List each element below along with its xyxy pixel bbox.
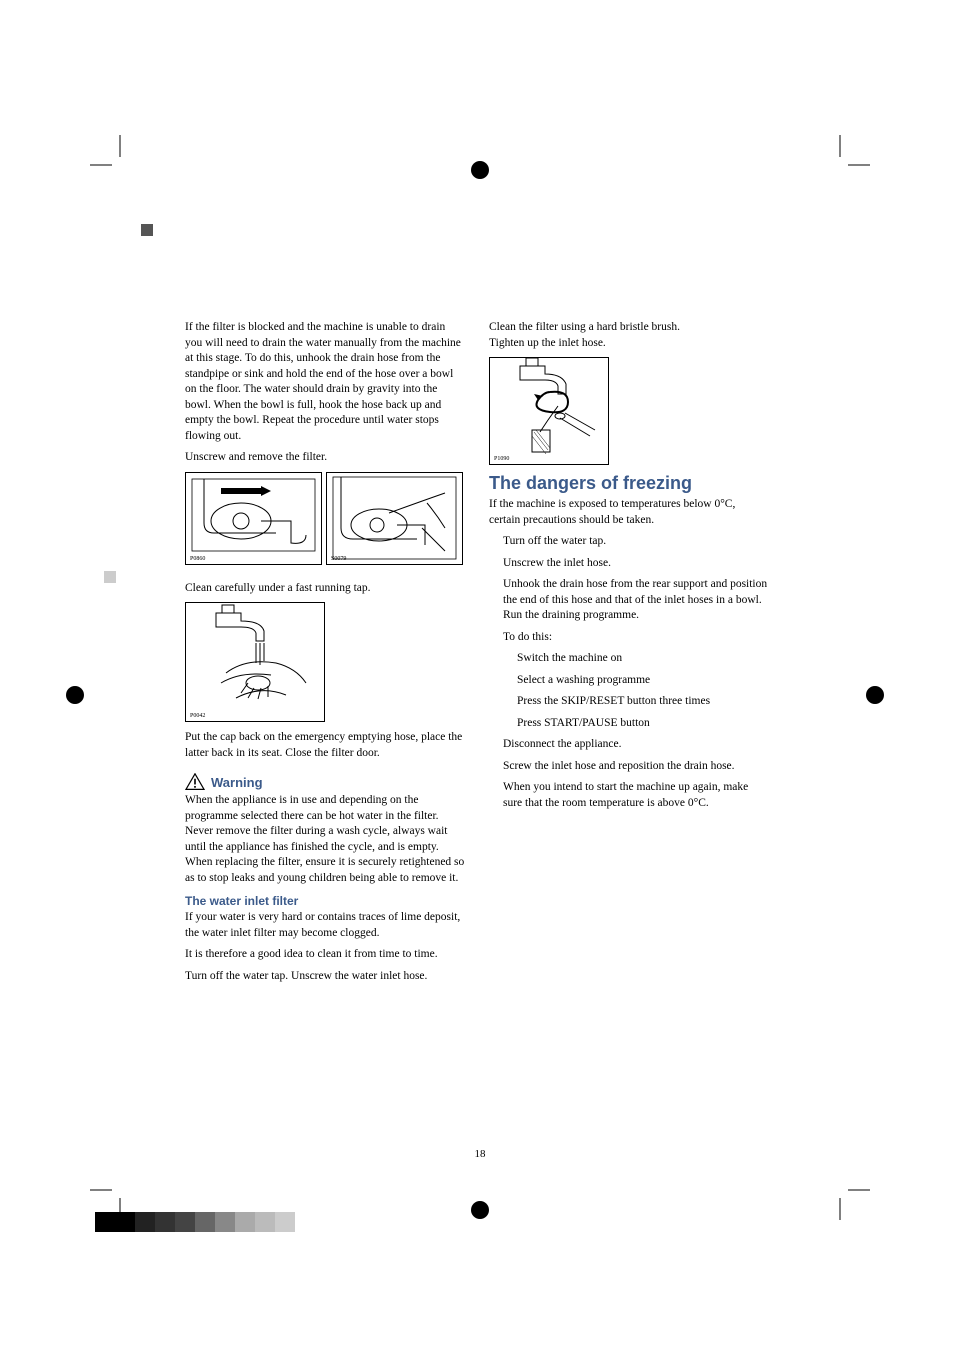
freezing-substep-2: Select a washing programme: [489, 673, 769, 689]
page-content: If the filter is blocked and the machine…: [185, 320, 775, 1150]
crop-mark-tr: [830, 135, 870, 175]
registration-mark-top: [460, 155, 500, 185]
registration-mark-right: [860, 675, 890, 715]
freezing-step-1: Turn off the water tap.: [489, 534, 769, 550]
figure-drain-filter-1: P0860: [185, 472, 322, 565]
freezing-step-4: To do this:: [489, 630, 769, 646]
put-cap-back-text: Put the cap back on the emergency emptyi…: [185, 730, 465, 761]
color-control-bar: [95, 1212, 295, 1232]
clean-filter-brush: Clean the filter using a hard bristle br…: [489, 320, 769, 336]
clean-tap-text: Clean carefully under a fast running tap…: [185, 581, 465, 597]
crop-mark-tl: [90, 135, 130, 175]
registration-mark-left: [60, 675, 90, 715]
inlet-p3: Turn off the water tap. Unscrew the wate…: [185, 969, 465, 985]
freezing-step-5: Disconnect the appliance.: [489, 737, 769, 753]
figure-row-1: P0860 S0079: [185, 472, 465, 573]
water-inlet-title: The water inlet filter: [185, 894, 465, 908]
figure-label-4: P1090: [494, 456, 509, 462]
crop-mark-br: [830, 1180, 870, 1220]
inlet-p2: It is therefore a good idea to clean it …: [185, 947, 465, 963]
right-column: Clean the filter using a hard bristle br…: [489, 320, 769, 990]
warning-triangle-icon: [185, 773, 205, 791]
corner-square-tl: [141, 224, 153, 236]
freezing-section-title: The dangers of freezing: [489, 473, 769, 494]
freezing-substep-1: Switch the machine on: [489, 651, 769, 667]
figure-clean-tap: P0042: [185, 602, 325, 722]
figure-label-2: S0079: [331, 556, 346, 562]
filter-blocked-paragraph: If the filter is blocked and the machine…: [185, 320, 465, 444]
freezing-step-7: When you intend to start the machine up …: [489, 780, 769, 811]
figure-label-3: P0042: [190, 713, 205, 719]
freezing-substep-3: Press the SKIP/RESET button three times: [489, 694, 769, 710]
freezing-step-2: Unscrew the inlet hose.: [489, 556, 769, 572]
tighten-hose: Tighten up the inlet hose.: [489, 336, 769, 352]
page-number: 18: [185, 1148, 775, 1160]
freezing-step-6: Screw the inlet hose and reposition the …: [489, 759, 769, 775]
freezing-substep-4: Press START/PAUSE button: [489, 716, 769, 732]
warning-label: Warning: [211, 775, 263, 790]
figure-inlet-filter: P1090: [489, 357, 609, 465]
figure-drain-filter-2: S0079: [326, 472, 463, 565]
freezing-intro: If the machine is exposed to temperature…: [489, 497, 769, 528]
warning-body: When the appliance is in use and dependi…: [185, 793, 465, 886]
freezing-step-3: Unhook the drain hose from the rear supp…: [489, 577, 769, 624]
figure-label-1: P0860: [190, 556, 205, 562]
warning-heading: Warning: [185, 773, 465, 791]
left-column: If the filter is blocked and the machine…: [185, 320, 465, 990]
registration-mark-bottom: [460, 1195, 500, 1225]
inlet-p1: If your water is very hard or contains t…: [185, 910, 465, 941]
side-square-left: [104, 571, 116, 583]
unscrew-filter-text: Unscrew and remove the filter.: [185, 450, 465, 466]
